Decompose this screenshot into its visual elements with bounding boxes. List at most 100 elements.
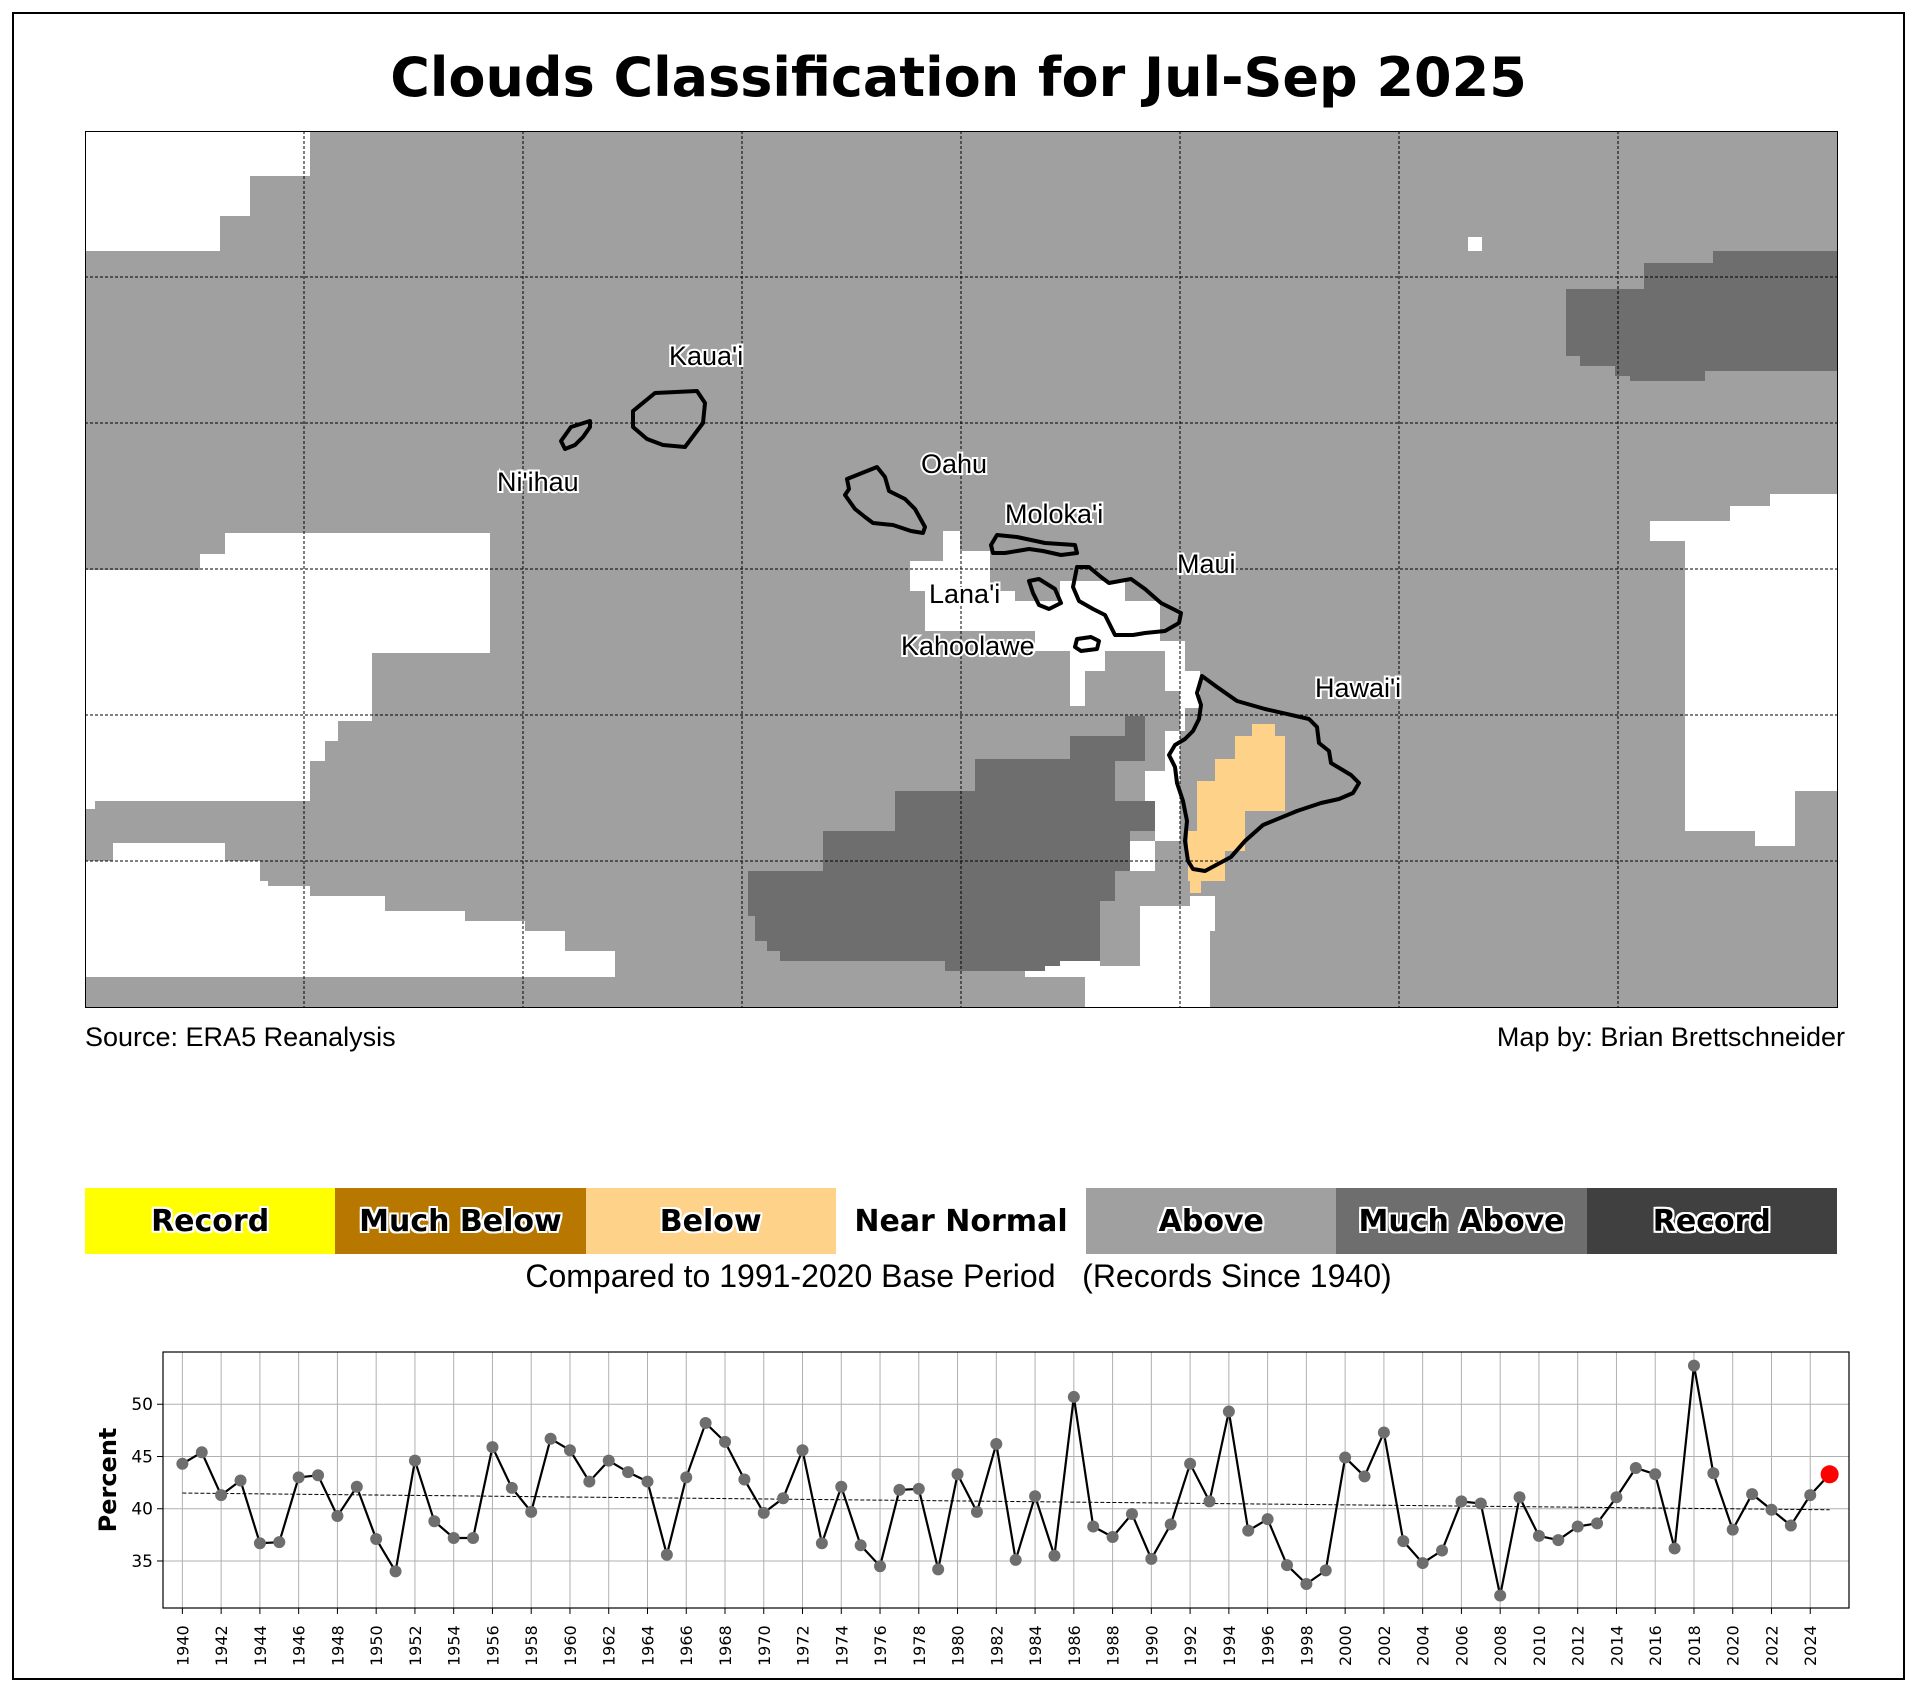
x-tick-label: 1966 — [677, 1625, 696, 1666]
data-point — [738, 1473, 751, 1486]
x-tick-label: 2008 — [1491, 1625, 1510, 1666]
data-point — [1455, 1495, 1468, 1508]
highlight-point — [1820, 1465, 1839, 1484]
x-tick-label: 2020 — [1724, 1625, 1743, 1666]
source-label: Source: ERA5 Reanalysis — [85, 1022, 396, 1052]
data-point — [1668, 1542, 1681, 1555]
island-kauai-outline — [631, 389, 707, 449]
data-point — [1164, 1518, 1177, 1531]
x-tick-label: 1948 — [328, 1625, 347, 1666]
data-point — [1591, 1517, 1604, 1530]
time-series-chart: 35 40 45 50 1940 1942 1944 1946 1948 1950 1952 1954… — [94, 1351, 1850, 1666]
x-tick-label: 2022 — [1762, 1625, 1781, 1666]
data-point — [215, 1489, 228, 1502]
figure-frame — [12, 12, 1905, 1680]
x-tick-label: 2002 — [1375, 1625, 1394, 1666]
legend-much-above: Much Above — [1336, 1188, 1587, 1254]
data-point — [1765, 1503, 1778, 1516]
data-point — [1203, 1495, 1216, 1508]
data-point — [1474, 1497, 1487, 1510]
data-point — [815, 1537, 828, 1550]
y-axis-label: Percent — [94, 1428, 122, 1533]
region-much-above — [748, 251, 1838, 971]
x-tick-label: 1992 — [1181, 1625, 1200, 1666]
data-point — [641, 1475, 654, 1488]
data-point — [1726, 1523, 1739, 1536]
data-point — [719, 1435, 731, 1448]
x-tick-label: 1982 — [987, 1625, 1006, 1666]
chart-grid — [163, 1352, 1849, 1608]
data-point — [273, 1536, 286, 1549]
label-lanai: Lana'i — [929, 579, 1000, 609]
data-point — [1106, 1530, 1119, 1543]
x-tick-label: 2024 — [1801, 1625, 1820, 1666]
data-point — [1125, 1507, 1138, 1520]
data-point — [1571, 1520, 1584, 1533]
label-molokai: Moloka'i — [1005, 499, 1103, 529]
x-tick-label: 1960 — [561, 1625, 580, 1666]
legend-near-normal: Near Normal — [835, 1188, 1087, 1254]
x-tick-label: 1978 — [910, 1625, 929, 1666]
data-point — [835, 1480, 848, 1493]
data-point — [253, 1537, 266, 1550]
y-tick-label: 45 — [131, 1447, 153, 1467]
data-point — [1145, 1552, 1158, 1565]
x-tick-label: 2018 — [1685, 1625, 1704, 1666]
data-point — [1494, 1589, 1507, 1602]
data-point — [602, 1454, 615, 1467]
map-border — [85, 131, 1838, 1008]
data-point — [331, 1510, 344, 1523]
data-point — [757, 1506, 770, 1519]
x-tick-label: 2016 — [1646, 1625, 1665, 1666]
data-point — [176, 1457, 189, 1470]
x-tick-label: 1994 — [1220, 1625, 1239, 1666]
x-tick-label: 1944 — [251, 1625, 270, 1666]
label-niihau: Ni'ihau — [497, 467, 579, 497]
data-point — [1009, 1553, 1022, 1566]
data-point — [1552, 1534, 1565, 1547]
island-outlines — [559, 389, 1361, 873]
x-tick-label: 1956 — [483, 1625, 502, 1666]
island-maui-outline — [1071, 565, 1183, 637]
y-tick-label: 40 — [131, 1500, 153, 1520]
data-point — [1707, 1467, 1720, 1480]
data-point — [680, 1471, 693, 1484]
data-point — [1397, 1535, 1410, 1548]
data-point — [912, 1482, 925, 1495]
data-point — [408, 1454, 421, 1467]
y-tick-label: 50 — [131, 1395, 153, 1415]
legend-below: Below — [585, 1188, 836, 1254]
island-molokai-outline — [989, 533, 1079, 557]
data-point — [525, 1505, 538, 1518]
island-lanai-outline — [1027, 577, 1063, 611]
label-oahu: Oahu — [921, 449, 987, 479]
x-tick-label: 1942 — [212, 1625, 231, 1666]
data-point — [1029, 1490, 1042, 1503]
data-point — [312, 1469, 325, 1482]
data-point — [1300, 1577, 1313, 1590]
data-point — [292, 1471, 305, 1484]
island-niihau-outline — [559, 419, 592, 451]
x-tick-label: 1974 — [832, 1625, 851, 1666]
data-point — [777, 1492, 790, 1505]
base-period-caption: Compared to 1991-2020 Base Period (Recor… — [525, 1258, 1392, 1294]
x-tick-label: 1976 — [871, 1625, 890, 1666]
data-point — [990, 1437, 1003, 1450]
data-point — [893, 1483, 906, 1496]
region-below — [1188, 724, 1285, 893]
x-tick-label: 1940 — [173, 1625, 192, 1666]
data-point — [1319, 1564, 1332, 1577]
data-point — [951, 1468, 964, 1481]
island-kahoolawe-outline — [1073, 635, 1101, 653]
x-tick-label: 1970 — [755, 1625, 774, 1666]
x-tick-label: 2000 — [1336, 1625, 1355, 1666]
x-tick-label: 2006 — [1452, 1625, 1471, 1666]
island-hawaii-outline — [1167, 674, 1361, 873]
data-point — [854, 1539, 867, 1552]
x-tick-label: 1952 — [406, 1625, 425, 1666]
x-tick-label: 1996 — [1259, 1625, 1278, 1666]
data-point — [505, 1481, 518, 1494]
data-point — [796, 1444, 809, 1457]
x-tick-label: 1964 — [638, 1625, 657, 1666]
x-tick-label: 1958 — [522, 1625, 541, 1666]
